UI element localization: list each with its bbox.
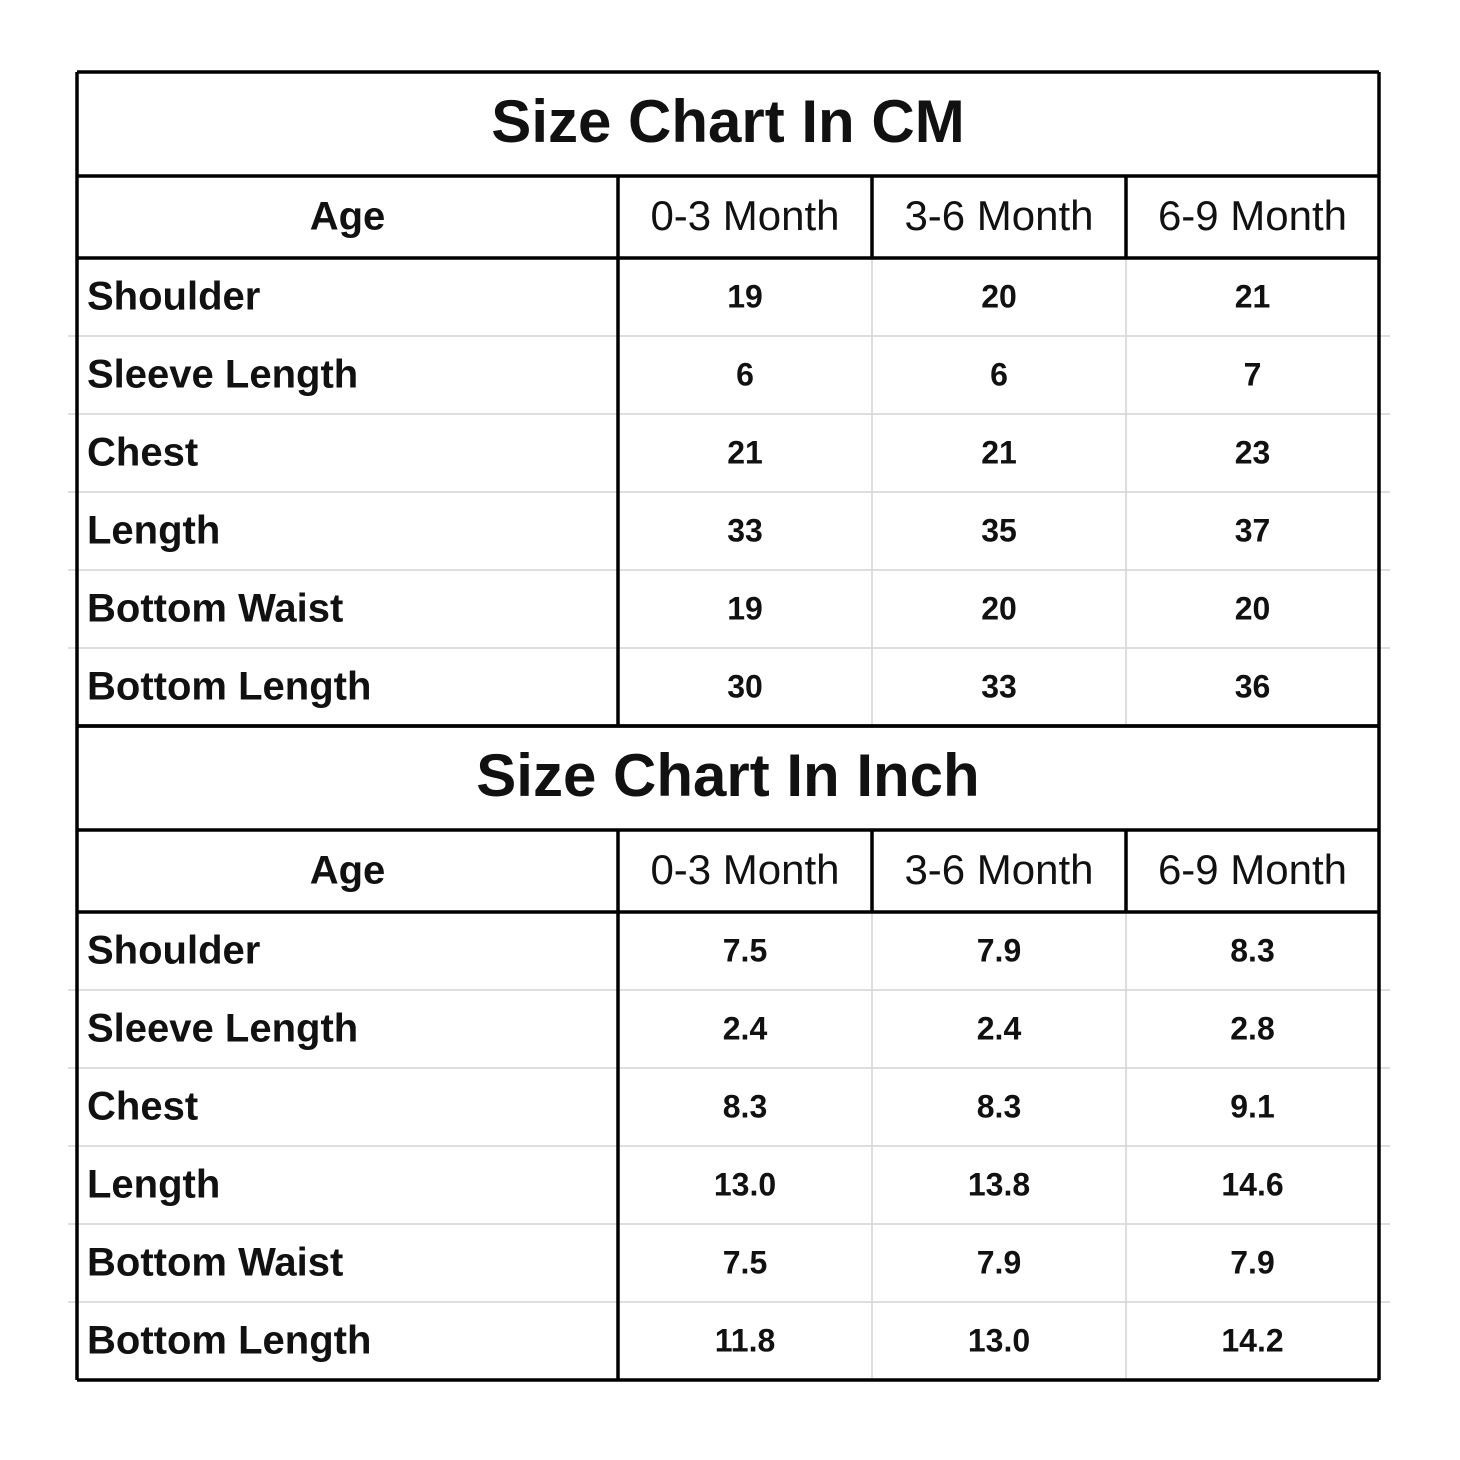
column-header: 6-9 Month bbox=[1158, 192, 1347, 239]
row-label: Length bbox=[87, 509, 220, 553]
cell-value: 6 bbox=[736, 356, 754, 392]
cell-value: 20 bbox=[1235, 590, 1271, 626]
row-label: Chest bbox=[87, 431, 198, 475]
row-label: Shoulder bbox=[87, 275, 260, 319]
column-header: 6-9 Month bbox=[1158, 846, 1347, 893]
cell-value: 20 bbox=[981, 278, 1017, 314]
cell-value: 7.9 bbox=[977, 932, 1021, 968]
column-header: 3-6 Month bbox=[904, 846, 1093, 893]
cell-value: 13.0 bbox=[968, 1322, 1030, 1358]
cell-value: 21 bbox=[1235, 278, 1271, 314]
row-label: Bottom Waist bbox=[87, 1241, 343, 1285]
cell-value: 36 bbox=[1235, 668, 1271, 704]
cell-value: 14.2 bbox=[1221, 1322, 1283, 1358]
cell-value: 8.3 bbox=[1230, 932, 1274, 968]
column-header: Age bbox=[310, 849, 386, 893]
column-header: Age bbox=[310, 195, 386, 239]
cell-value: 6 bbox=[990, 356, 1008, 392]
cell-value: 13.8 bbox=[968, 1166, 1030, 1202]
cell-value: 30 bbox=[727, 668, 763, 704]
cell-value: 8.3 bbox=[977, 1088, 1021, 1124]
row-label: Bottom Waist bbox=[87, 587, 343, 631]
cell-value: 13.0 bbox=[714, 1166, 776, 1202]
cell-value: 33 bbox=[981, 668, 1017, 704]
cell-value: 35 bbox=[981, 512, 1017, 548]
cell-value: 14.6 bbox=[1221, 1166, 1283, 1202]
row-label: Chest bbox=[87, 1085, 198, 1129]
cell-value: 2.8 bbox=[1230, 1010, 1274, 1046]
row-label: Bottom Length bbox=[87, 1319, 371, 1363]
column-header: 0-3 Month bbox=[650, 192, 839, 239]
cell-value: 7.9 bbox=[1230, 1244, 1274, 1280]
cell-value: 33 bbox=[727, 512, 763, 548]
cell-value: 7 bbox=[1244, 356, 1262, 392]
cell-value: 2.4 bbox=[977, 1010, 1022, 1046]
column-header: 0-3 Month bbox=[650, 846, 839, 893]
cell-value: 37 bbox=[1235, 512, 1271, 548]
cell-value: 8.3 bbox=[723, 1088, 767, 1124]
cell-value: 19 bbox=[727, 278, 763, 314]
cell-value: 23 bbox=[1235, 434, 1271, 470]
row-label: Length bbox=[87, 1163, 220, 1207]
cell-value: 9.1 bbox=[1230, 1088, 1274, 1124]
row-label: Bottom Length bbox=[87, 665, 371, 709]
column-header: 3-6 Month bbox=[904, 192, 1093, 239]
cell-value: 2.4 bbox=[723, 1010, 768, 1046]
cell-value: 20 bbox=[981, 590, 1017, 626]
cell-value: 7.9 bbox=[977, 1244, 1021, 1280]
table-title: Size Chart In Inch bbox=[476, 742, 979, 809]
row-label: Sleeve Length bbox=[87, 1007, 358, 1051]
cell-value: 7.5 bbox=[723, 1244, 767, 1280]
row-label: Sleeve Length bbox=[87, 353, 358, 397]
cell-value: 21 bbox=[981, 434, 1017, 470]
cell-value: 7.5 bbox=[723, 932, 767, 968]
cell-value: 11.8 bbox=[715, 1322, 776, 1358]
cell-value: 19 bbox=[727, 590, 763, 626]
cell-value: 21 bbox=[727, 434, 763, 470]
row-label: Shoulder bbox=[87, 929, 260, 973]
table-title: Size Chart In CM bbox=[491, 88, 964, 155]
